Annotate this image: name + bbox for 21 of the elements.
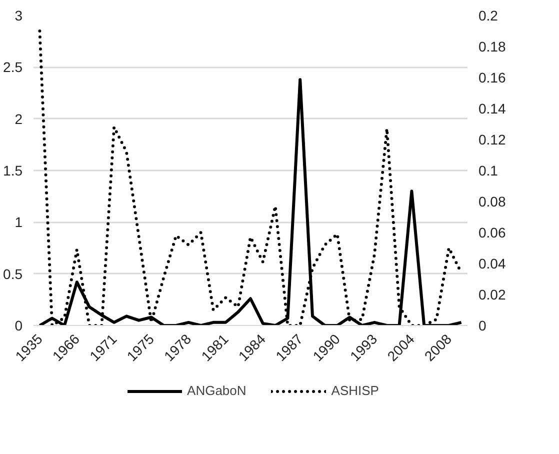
y-tick-label: 2.5 <box>3 59 23 76</box>
y2-tick-label: 0.06 <box>478 224 506 240</box>
y2-tick-label: 0.12 <box>478 132 506 148</box>
y2-tick-label: 0.18 <box>478 38 506 54</box>
y2-tick-label: 0.2 <box>478 8 498 24</box>
y2-tick-label: 0.02 <box>478 286 506 302</box>
y-tick-label: 1.5 <box>3 162 23 178</box>
legend-label: ASHISP <box>331 383 379 398</box>
y2-tick-label: 0.08 <box>478 194 506 210</box>
y2-tick-label: 0.14 <box>478 100 506 116</box>
y2-tick-label: 0.1 <box>478 162 498 178</box>
y-tick-label: 1 <box>14 214 23 230</box>
y-tick-label: 2 <box>14 110 23 127</box>
y2-tick-label: 0.04 <box>478 256 506 272</box>
legend-label: ANGaboN <box>187 383 246 398</box>
y-tick-label: 3 <box>14 8 23 24</box>
y2-tick-label: 0 <box>478 318 486 334</box>
y-tick-label: 0 <box>14 318 23 334</box>
y-tick-label: 0.5 <box>3 266 23 282</box>
y2-tick-label: 0.16 <box>478 70 506 86</box>
line-series <box>38 30 463 326</box>
